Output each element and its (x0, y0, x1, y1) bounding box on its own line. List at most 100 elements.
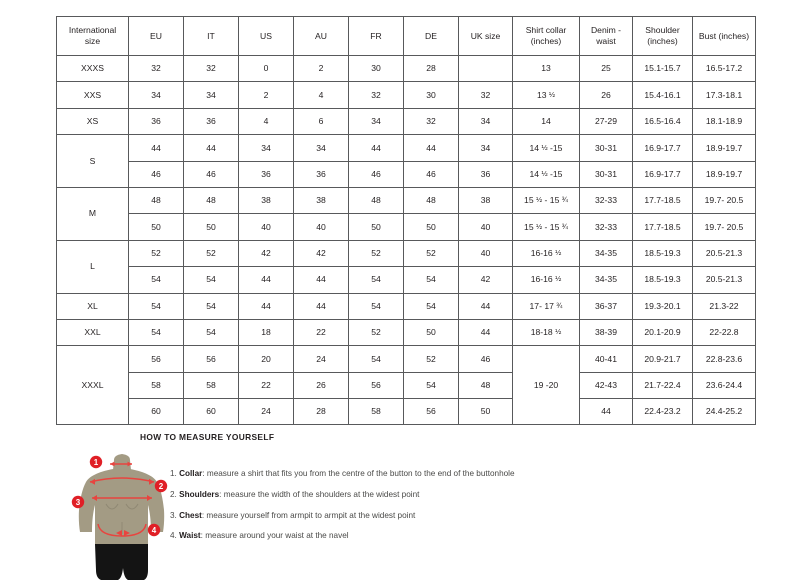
column-header-line: waist (596, 36, 616, 46)
column-header-line: AU (315, 30, 327, 41)
cell-denim-waist: 27-29 (579, 107, 633, 136)
fraction-glyph: ½ (536, 195, 543, 205)
body-measurement-diagram: 1 2 3 4 (64, 452, 184, 582)
table-row: XXL 54 54 18 22 52 50 44 18-18 ½ 38-39 20.1-20.9 22… (56, 318, 756, 347)
shoulder-arrow-line (89, 477, 155, 483)
cell-us: 24 (238, 398, 294, 426)
cell-us: 40 (238, 213, 294, 241)
cell-it: 46 (183, 160, 239, 188)
waist-arrow-head-right (124, 530, 130, 536)
cell-us: 20 (238, 345, 294, 373)
instruction-text: : measure a shirt that fits you from the… (202, 469, 515, 478)
column-header-line: IT (207, 30, 215, 41)
cell-us: 34 (238, 134, 294, 162)
cell-shirt-collar: 15 ½ - 15 ¾ (512, 186, 580, 215)
cell-fr: 48 (348, 186, 404, 215)
cell-uk: 40 (458, 239, 513, 268)
instruction-item-4: 4. Waist: measure around your waist at t… (170, 532, 730, 540)
cell-shoulder: 16.5-16.4 (632, 107, 693, 136)
size-chart-table-container: International size EU IT US AU FR DE UK size Shir… (56, 16, 756, 426)
table-header: International size EU IT US AU FR DE UK size Shir… (56, 16, 756, 56)
cell-eu: 54 (128, 292, 184, 320)
cell-eu: 44 (128, 134, 184, 162)
cell-uk (458, 54, 513, 83)
cell-eu: 52 (128, 239, 184, 268)
cell-international-size: XXL (56, 318, 129, 347)
cell-fr: 44 (348, 134, 404, 162)
cell-au: 44 (293, 292, 349, 320)
table-row: 60 60 24 28 58 56 50 44 22.4-23.2 24.4-25.2 (57, 398, 756, 426)
cell-shirt-collar: 17- 17 ¾ (512, 292, 580, 320)
cell-shirt-collar: 13 ½ (512, 81, 580, 109)
fraction-glyph: ½ (536, 221, 543, 231)
column-header-1: EU (128, 16, 184, 56)
cell-uk: 46 (458, 345, 513, 373)
cell-denim-waist: 32-33 (579, 186, 633, 215)
torso-figure-svg: 1 2 3 4 (71, 454, 168, 580)
cell-denim-waist: 30-31 (579, 160, 633, 188)
cell-bust: 22-22.8 (692, 318, 756, 347)
table-row: L 52 52 42 42 52 52 40 16-16 ½ 34-35 18.5-19.3 20.5… (56, 239, 756, 294)
marker-4-label: 4 (152, 526, 157, 535)
column-header-line: DE (425, 30, 437, 41)
cell-it: 32 (183, 54, 239, 83)
cell-international-size: XXS (56, 81, 129, 109)
cell-denim-waist: 25 (579, 54, 633, 83)
cell-fr: 52 (348, 318, 404, 347)
column-header-line: EU (150, 30, 162, 41)
cell-fr: 50 (348, 213, 404, 241)
cell-denim-waist: 34-35 (579, 239, 633, 268)
cell-de: 50 (403, 213, 459, 241)
cell-eu: 34 (128, 81, 184, 109)
shoulder-arrow-head-left (90, 478, 95, 485)
cell-bust: 20.5-21.3 (692, 239, 756, 268)
cell-shirt-collar: 14 (512, 107, 580, 136)
cell-fr: 46 (348, 160, 404, 188)
cell-de: 52 (403, 345, 459, 373)
fraction-glyph: ¾ (561, 221, 568, 231)
cell-international-size: XXXS (56, 54, 129, 83)
cell-eu: 54 (128, 318, 184, 347)
cell-fr: 58 (348, 398, 404, 426)
table-row: XXS 34 34 2 4 32 30 32 13 ½ 26 15.4-16.1 17.3-18.1 (56, 81, 756, 109)
column-header-7: UK size (458, 16, 513, 56)
cell-eu: 58 (128, 371, 184, 400)
cell-shoulder: 17.7-18.5 (632, 186, 693, 215)
cell-us: 22 (238, 371, 294, 400)
cell-uk: 36 (458, 160, 513, 188)
cell-de: 32 (403, 107, 459, 136)
chest-contour-right (125, 503, 139, 510)
cell-uk: 42 (458, 266, 513, 294)
shoulder-arrow-head-right (149, 478, 154, 485)
cell-bust: 17.3-18.1 (692, 81, 756, 109)
cell-us: 42 (238, 239, 294, 268)
column-header-line: (inches) (530, 36, 562, 46)
instruction-term: Waist (179, 531, 201, 541)
neck-shape (113, 454, 131, 470)
collar-arrow-head-right (127, 461, 132, 467)
marker-3-label: 3 (76, 498, 81, 507)
cell-eu: 32 (128, 54, 184, 83)
cell-it: 60 (183, 398, 239, 426)
cell-de: 54 (403, 292, 459, 320)
fraction-glyph: ½ (541, 169, 548, 179)
how-to-measure-section: HOW TO MEASURE YOURSELF (71, 432, 760, 580)
column-header-line: US (260, 30, 272, 41)
cell-fr: 30 (348, 54, 404, 83)
cell-denim-waist: 44 (579, 398, 633, 426)
instruction-term: Shoulders (179, 489, 220, 499)
cell-bust: 20.5-21.3 (692, 266, 756, 294)
table-header-row: International size EU IT US AU FR DE UK size Shir… (56, 16, 756, 56)
cell-it: 54 (183, 266, 239, 294)
column-header-2: IT (183, 16, 239, 56)
cell-bust: 18.1-18.9 (692, 107, 756, 136)
cell-it: 50 (183, 213, 239, 241)
cell-au: 22 (293, 318, 349, 347)
cell-bust: 18.9-19.7 (692, 160, 756, 188)
cell-us: 4 (238, 107, 294, 136)
instruction-text: : measure the width of the shoulders at … (219, 489, 420, 499)
cell-au: 2 (293, 54, 349, 83)
column-header-line: size (84, 36, 101, 46)
cell-shirt-collar: 15 ½ - 15 ¾ (512, 213, 580, 241)
cell-uk: 48 (458, 371, 513, 400)
